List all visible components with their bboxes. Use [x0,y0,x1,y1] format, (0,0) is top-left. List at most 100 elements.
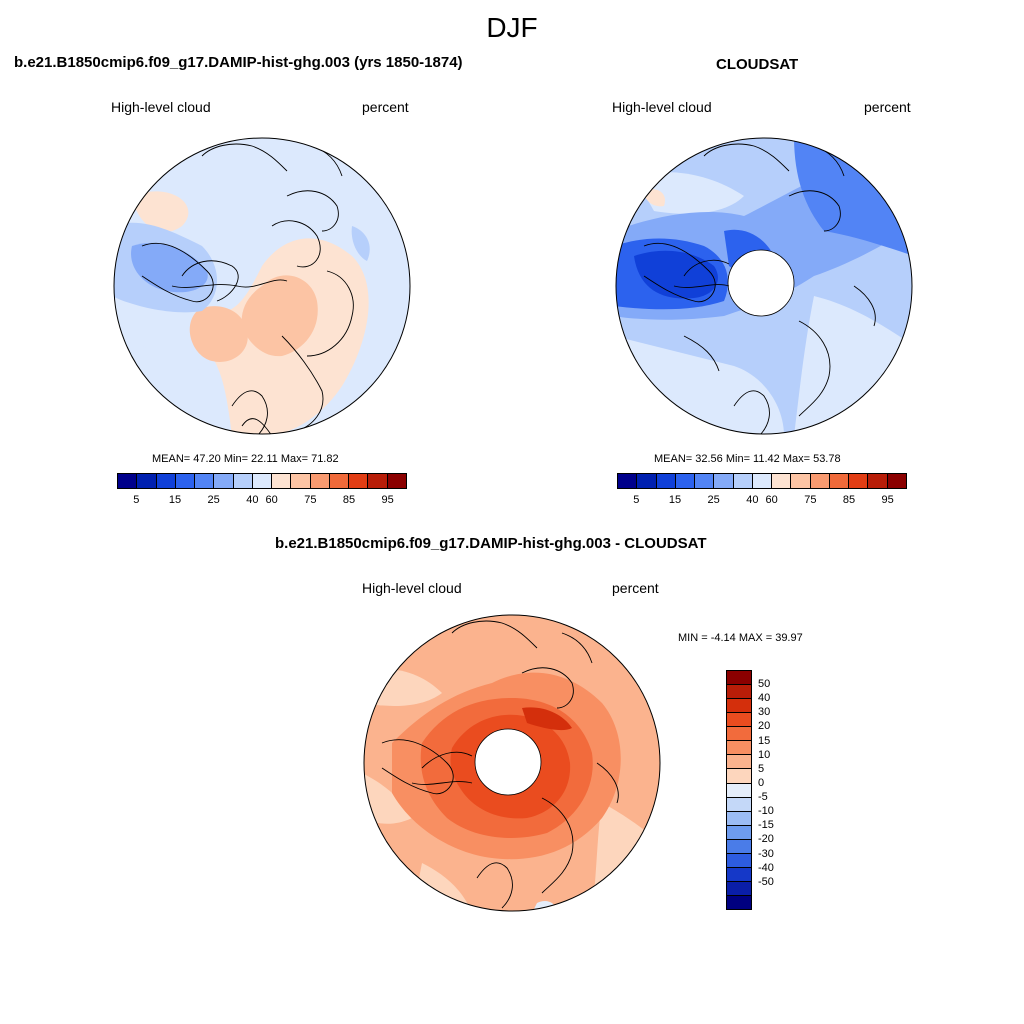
model-stats-line: MEAN= 47.20 Min= 22.11 Max= 71.82 [152,453,339,465]
model-colorbar-swatch [195,474,215,488]
model-variable-label: High-level cloud [111,99,211,115]
obs-map-border [615,137,913,435]
diff-colorbar-swatch [727,867,751,882]
diff-colorbar-swatch [727,797,751,812]
model-units-label: percent [362,99,409,115]
obs-units-label: percent [864,99,911,115]
diff-variable-label: High-level cloud [362,580,462,596]
diff-colorbar-ticks: 50 40 30 20 15 10 5 0 -5 -10 -15 -20 -30 -40 -50 [758,670,798,910]
model-colorbar-swatch [156,474,176,488]
obs-colorbar-tick-label: 60 [765,494,778,506]
obs-colorbar-ticks: 5 15 25 40 60 75 85 95 [617,494,907,510]
model-panel-title: b.e21.B1850cmip6.f09_g17.DAMIP-hist-ghg.… [14,54,463,71]
obs-colorbar-tick-label: 95 [881,494,894,506]
model-colorbar-swatch [349,474,369,488]
obs-colorbar-tick-label: 85 [842,494,856,506]
diff-colorbar [726,670,752,910]
obs-colorbar-tick-label: 15 [668,494,682,506]
obs-panel-title: CLOUDSAT [716,56,799,73]
diff-panel-title: b.e21.B1850cmip6.f09_g17.DAMIP-hist-ghg.… [275,535,707,552]
diff-colorbar-tick-label: 30 [758,706,771,719]
model-colorbar-swatch [368,474,388,488]
diff-polar-gap [474,728,542,796]
obs-polar-map [615,137,913,435]
diff-colorbar-swatch [727,713,751,728]
model-colorbar [117,473,407,489]
obs-colorbar-tick-label: 5 [633,494,640,506]
model-colorbar-swatch [310,474,330,488]
diff-colorbar-tick-label: 20 [758,720,771,733]
obs-colorbar-swatch [810,474,830,488]
diff-colorbar-swatch [727,671,751,686]
diff-colorbar-tick-label: -30 [758,847,774,860]
diff-shade-region [592,803,660,911]
obs-colorbar-tick-label: 25 [707,494,720,506]
obs-colorbar-swatch [618,474,638,488]
diff-colorbar-swatch [727,811,751,826]
diff-polar-map [363,614,661,912]
obs-colorbar-swatch [752,474,773,488]
diff-shade-region [522,707,572,731]
diff-colorbar-swatch [727,825,751,840]
diff-colorbar-tick-label: 15 [758,734,771,747]
diff-stats-line: MIN = -4.14 MAX = 39.97 [678,632,803,644]
diff-colorbar-tick-label: -15 [758,819,774,832]
model-colorbar-swatch [214,474,234,488]
diff-colorbar-tick-label: -5 [758,791,768,804]
model-colorbar-swatch [118,474,138,488]
obs-colorbar-swatch [637,474,657,488]
diff-colorbar-tick-label: 0 [758,776,765,789]
obs-colorbar-swatch [791,474,811,488]
obs-colorbar [617,473,907,489]
diff-colorbar-swatch [727,839,751,854]
obs-colorbar-tick-label: 75 [804,494,817,506]
obs-colorbar-swatch [772,474,792,488]
obs-colorbar-swatch [868,474,888,488]
diff-units-label: percent [612,580,659,596]
obs-variable-label: High-level cloud [612,99,712,115]
obs-colorbar-swatch [887,474,906,488]
model-map-border [113,137,411,435]
model-colorbar-tick-label: 5 [133,494,140,506]
obs-coastlines [643,143,876,434]
obs-colorbar-swatch [849,474,869,488]
model-shade-region [351,226,370,261]
obs-colorbar-swatch [714,474,734,488]
obs-colorbar-swatch [675,474,696,488]
model-shade-region [132,191,189,232]
model-colorbar-tick-label: 75 [304,494,317,506]
diff-colorbar-tick-label: -50 [758,875,774,888]
obs-polar-gap [727,249,795,317]
model-polar-map [113,137,411,435]
model-shade-region [241,275,318,357]
diff-colorbar-tick-label: 50 [758,678,771,691]
model-colorbar-swatch [272,474,292,488]
obs-colorbar-swatch [829,474,850,488]
model-colorbar-tick-label: 40 [246,494,259,506]
obs-colorbar-swatch [656,474,676,488]
diff-colorbar-tick-label: -40 [758,861,774,874]
diff-colorbar-tick-label: 5 [758,762,765,775]
model-colorbar-tick-label: 25 [207,494,220,506]
diff-colorbar-swatch [727,755,751,770]
page-title: DJF [486,12,538,43]
model-colorbar-swatch [291,474,311,488]
diff-shade-region [364,773,412,824]
model-colorbar-tick-label: 85 [342,494,356,506]
model-colorbar-swatch [387,474,406,488]
diff-colorbar-swatch [727,685,751,700]
diff-colorbar-tick-label: 40 [758,692,771,705]
diff-colorbar-swatch [727,741,751,756]
model-colorbar-ticks: 5 15 25 40 60 75 85 95 [117,494,407,510]
model-colorbar-tick-label: 95 [381,494,394,506]
model-colorbar-tick-label: 60 [265,494,278,506]
model-colorbar-swatch [233,474,253,488]
diff-colorbar-tick-label: 10 [758,748,771,761]
obs-shade-region [644,189,665,207]
model-coastlines [141,143,354,434]
obs-colorbar-tick-label: 40 [746,494,759,506]
model-colorbar-swatch [252,474,273,488]
diff-colorbar-swatch [727,769,751,784]
diff-colorbar-swatch [727,896,751,910]
obs-colorbar-swatch [733,474,753,488]
